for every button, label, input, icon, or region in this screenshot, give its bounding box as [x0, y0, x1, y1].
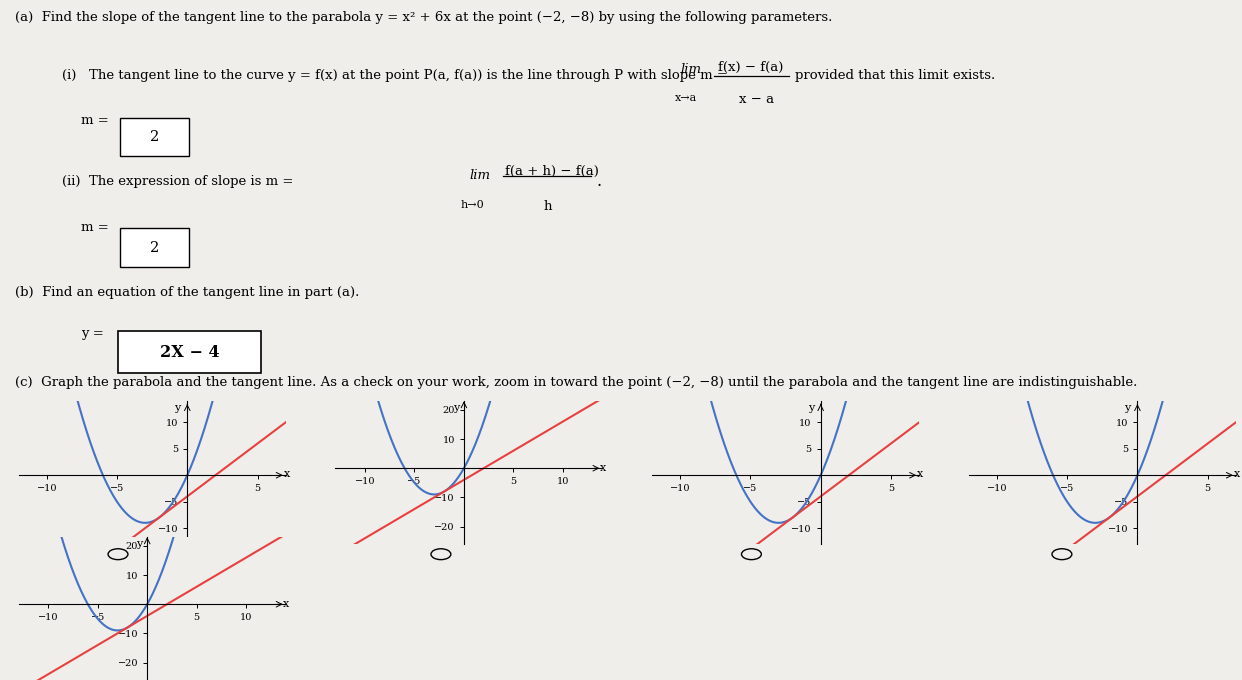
Text: lim: lim: [681, 63, 702, 76]
Text: .: .: [596, 173, 601, 190]
Text: y: y: [807, 403, 814, 413]
Text: provided that this limit exists.: provided that this limit exists.: [795, 69, 995, 82]
Text: (i)   The tangent line to the curve y = f(x) at the point P(a, f(a)) is the line: (i) The tangent line to the curve y = f(…: [62, 69, 728, 82]
Text: y: y: [1124, 403, 1130, 413]
Text: y: y: [135, 539, 142, 549]
Text: (b)  Find an equation of the tangent line in part (a).: (b) Find an equation of the tangent line…: [15, 286, 359, 299]
Text: y: y: [174, 403, 180, 413]
Text: (ii)  The expression of slope is m =: (ii) The expression of slope is m =: [62, 175, 293, 188]
Bar: [120, 228, 189, 267]
Text: x: x: [283, 599, 289, 609]
Text: f(a + h) − f(a): f(a + h) − f(a): [505, 165, 600, 177]
Text: 2: 2: [150, 241, 159, 254]
Text: (a)  Find the slope of the tangent line to the parabola y = x² + 6x at the point: (a) Find the slope of the tangent line t…: [15, 12, 832, 24]
Bar: [120, 118, 189, 156]
Text: x: x: [917, 469, 923, 479]
Text: y =: y =: [81, 328, 103, 341]
Text: h: h: [544, 200, 553, 213]
Text: m =: m =: [81, 114, 108, 127]
Text: x→a: x→a: [674, 93, 697, 103]
Text: m =: m =: [81, 221, 108, 234]
Text: f(x) − f(a): f(x) − f(a): [718, 61, 784, 74]
Text: 2: 2: [150, 130, 159, 144]
Text: (c)  Graph the parabola and the tangent line. As a check on your work, zoom in t: (c) Graph the parabola and the tangent l…: [15, 377, 1138, 390]
Text: x: x: [600, 463, 606, 473]
Text: y: y: [452, 403, 458, 413]
Text: x: x: [1233, 469, 1240, 479]
Text: h→0: h→0: [461, 200, 484, 210]
Text: x − a: x − a: [739, 93, 774, 106]
Text: lim: lim: [469, 169, 491, 182]
Text: 2X − 4: 2X − 4: [159, 344, 220, 360]
Text: x: x: [283, 469, 289, 479]
